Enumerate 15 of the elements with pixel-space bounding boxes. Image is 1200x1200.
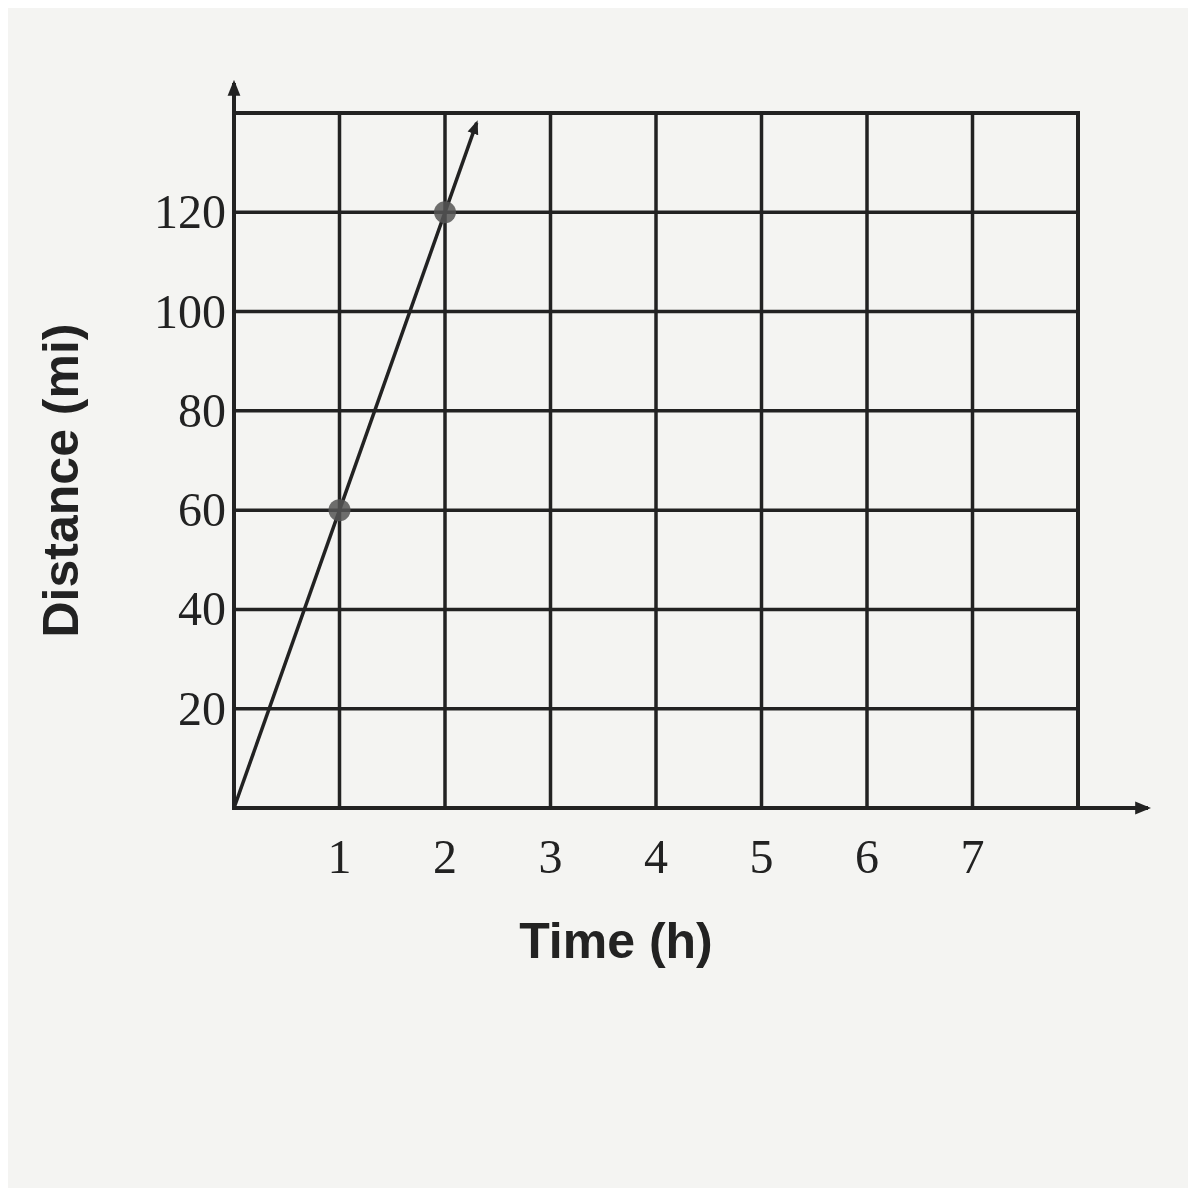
y-tick-label: 120 — [154, 185, 226, 239]
x-tick-label: 3 — [538, 830, 563, 883]
y-tick-label: 60 — [178, 483, 226, 537]
y-tick-label: 80 — [178, 383, 226, 437]
x-tick-label: 4 — [644, 830, 668, 883]
y-tick-label: 20 — [178, 681, 226, 735]
y-tick-label: 100 — [154, 284, 226, 338]
y-axis-title: Distance (mi) — [33, 323, 89, 638]
x-tick-label: 5 — [749, 830, 774, 883]
y-tick-label: 40 — [178, 582, 226, 636]
x-tick-label: 2 — [433, 830, 457, 883]
x-tick-label: 7 — [960, 830, 985, 883]
x-axis-title: Time (h) — [519, 913, 713, 969]
x-tick-label: 1 — [327, 830, 352, 883]
x-tick-label: 6 — [855, 830, 879, 883]
